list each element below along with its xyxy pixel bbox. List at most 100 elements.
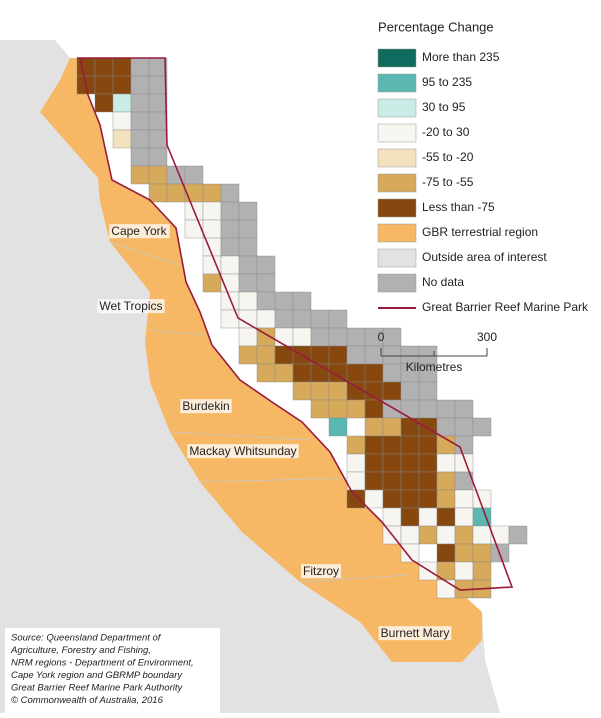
legend-label: Less than -75 bbox=[422, 200, 495, 214]
grid-cell bbox=[274, 309, 294, 329]
grid-cell bbox=[382, 399, 402, 419]
grid-cell bbox=[184, 165, 204, 185]
grid-cell bbox=[454, 507, 474, 527]
grid-cell bbox=[238, 201, 258, 221]
grid-cell bbox=[382, 417, 402, 437]
legend-swatch bbox=[377, 273, 417, 293]
grid-cell bbox=[382, 435, 402, 455]
legend-swatch bbox=[377, 123, 417, 143]
grid-cell bbox=[328, 309, 348, 329]
grid-cell bbox=[400, 399, 420, 419]
grid-cell bbox=[418, 471, 438, 491]
grid-cell bbox=[382, 453, 402, 473]
grid-cell bbox=[382, 471, 402, 491]
grid-cell bbox=[112, 57, 132, 77]
label-bg bbox=[378, 626, 452, 641]
grid-cell bbox=[292, 381, 312, 401]
grid-cell bbox=[130, 93, 150, 113]
grid-cell bbox=[76, 57, 96, 77]
grid-cell bbox=[328, 345, 348, 365]
legend-label: 30 to 95 bbox=[422, 100, 466, 114]
grid-cell bbox=[364, 417, 384, 437]
grid-cell bbox=[454, 417, 474, 437]
source-box bbox=[5, 628, 220, 713]
grid-cell bbox=[112, 129, 132, 149]
grid-cell bbox=[148, 165, 168, 185]
legend-swatch bbox=[377, 98, 417, 118]
grid-cell bbox=[202, 201, 222, 221]
label-bg bbox=[109, 224, 170, 239]
grid-cell bbox=[148, 93, 168, 113]
grid-cell bbox=[364, 345, 384, 365]
grid-cell bbox=[436, 399, 456, 419]
grid-cell bbox=[238, 309, 258, 329]
legend-swatch bbox=[377, 248, 417, 268]
scale-unit: Kilometres bbox=[406, 360, 463, 374]
legend-swatch bbox=[377, 73, 417, 93]
grid-cell bbox=[382, 363, 402, 383]
grid-cell bbox=[130, 75, 150, 95]
legend-label: GBR terrestrial region bbox=[422, 225, 538, 239]
scale-bar: 0 300 Kilometres bbox=[378, 330, 498, 374]
label-bg bbox=[180, 399, 232, 414]
grid-cell bbox=[310, 327, 330, 347]
grid-cell bbox=[130, 147, 150, 167]
grid-cell bbox=[220, 201, 240, 221]
grid-cell bbox=[472, 561, 492, 581]
grid-cell bbox=[508, 525, 528, 545]
legend-swatch bbox=[377, 48, 417, 68]
terrestrial-region bbox=[40, 58, 482, 662]
grid-cell bbox=[328, 417, 348, 437]
grid-cell bbox=[472, 525, 492, 545]
label-bg bbox=[301, 564, 341, 579]
scale-tick-label: 0 bbox=[378, 330, 385, 344]
grid-cell bbox=[400, 381, 420, 401]
grid-cell bbox=[436, 489, 456, 509]
grid-cell bbox=[148, 183, 168, 203]
grid-cell bbox=[382, 345, 402, 365]
region-label: Cape York bbox=[111, 224, 167, 238]
grid-cell bbox=[256, 255, 276, 275]
grid-cell bbox=[94, 93, 114, 113]
grid-cell bbox=[400, 471, 420, 491]
grid-cell bbox=[436, 453, 456, 473]
grid-cell bbox=[274, 327, 294, 347]
grid-cell bbox=[94, 57, 114, 77]
grid-cell bbox=[472, 543, 492, 563]
grid-cell bbox=[400, 543, 420, 563]
grid-cell bbox=[382, 489, 402, 509]
grid-cell bbox=[310, 363, 330, 383]
grid-cell bbox=[400, 435, 420, 455]
grid-cell bbox=[454, 561, 474, 581]
grid-cell bbox=[436, 507, 456, 527]
grid-cell bbox=[256, 291, 276, 311]
grid-cell bbox=[454, 399, 474, 419]
grid-cell bbox=[418, 525, 438, 545]
grid-cell bbox=[238, 327, 258, 347]
grid-cell bbox=[238, 237, 258, 257]
grid-cell bbox=[130, 129, 150, 149]
grid-cell bbox=[346, 327, 366, 347]
grid-cell bbox=[328, 381, 348, 401]
grid-cell bbox=[220, 237, 240, 257]
grid-cell bbox=[274, 291, 294, 311]
grid-cell bbox=[400, 525, 420, 545]
legend-swatch bbox=[377, 173, 417, 193]
grid-cell bbox=[292, 309, 312, 329]
legend-swatch bbox=[377, 148, 417, 168]
grid-cell bbox=[436, 471, 456, 491]
label-bg bbox=[97, 299, 165, 314]
legend-label: -75 to -55 bbox=[422, 175, 474, 189]
marine-park-boundary bbox=[77, 57, 514, 591]
grid-cell bbox=[256, 309, 276, 329]
grid-cell bbox=[220, 291, 240, 311]
grid-cell bbox=[418, 399, 438, 419]
grid-cell bbox=[418, 507, 438, 527]
label-bg bbox=[187, 444, 299, 459]
grid-cell bbox=[202, 273, 222, 293]
legend-label: Outside area of interest bbox=[422, 250, 547, 264]
region-label: Burdekin bbox=[182, 399, 229, 413]
legend-label: More than 235 bbox=[422, 50, 500, 64]
grid-cell bbox=[436, 417, 456, 437]
grid-cell bbox=[436, 543, 456, 563]
